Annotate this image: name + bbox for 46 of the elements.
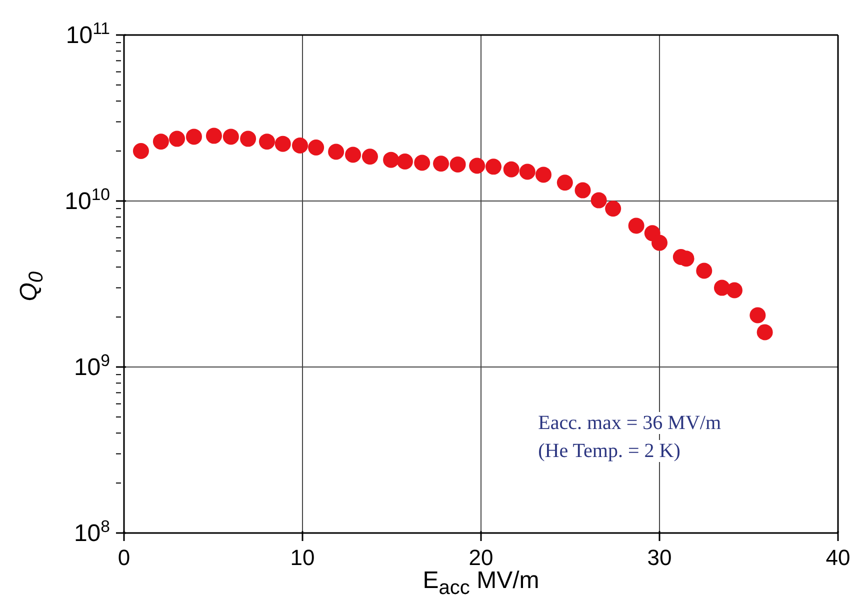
point [308,140,324,156]
point [292,137,308,154]
point [383,152,400,168]
y-tick-label: 10$^{8}$ [74,516,110,547]
point [132,143,149,160]
x-tick-label: 40 [826,545,850,570]
point [485,158,502,175]
point [556,174,573,191]
point [240,130,256,147]
y-tick-label: 10$^{11}$ [66,18,110,49]
point [274,136,291,152]
point [206,128,222,144]
point [503,161,520,178]
point [222,128,239,145]
point [258,134,275,150]
x-tick-label: 0 [118,545,130,570]
y-tick-label: 10$^{9}$ [74,350,110,381]
point [750,307,766,324]
point [396,153,413,170]
point [726,282,742,298]
point [652,234,668,251]
point [186,128,202,145]
point [345,146,362,163]
point [696,262,712,279]
point [605,200,622,217]
x-axis-title: E$_{acc}$ MV/m [422,567,540,599]
point [590,192,607,208]
point [328,144,344,160]
point [469,158,486,174]
y-tick-label: 10$^{10}$ [64,184,110,215]
point [756,324,773,340]
x-tick-label: 10 [290,545,315,570]
annotation: Eacc. max = 36 MV/m [538,412,722,434]
point [519,164,536,180]
x-tick-label: 30 [647,545,672,570]
point [535,166,552,183]
point [169,130,186,147]
point [433,156,450,172]
point [152,134,169,150]
point [450,156,466,172]
point [574,182,591,198]
point [414,154,430,171]
point [628,218,644,234]
annotation: (He Temp. = 2 K) [538,440,680,462]
x-tick-label: 20 [468,545,494,570]
point [362,148,378,165]
